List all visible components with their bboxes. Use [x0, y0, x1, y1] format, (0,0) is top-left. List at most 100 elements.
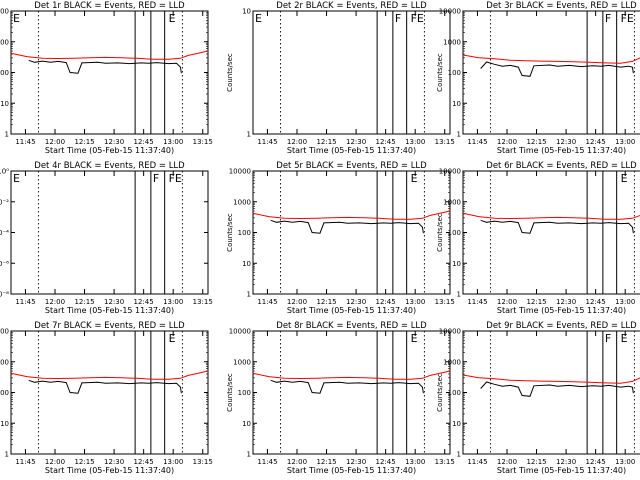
x-tick-label: 11:45: [15, 298, 35, 306]
x-tick-label: 12:45: [134, 298, 154, 306]
plot-frame: [252, 330, 451, 455]
x-tick-label: 11:45: [15, 458, 35, 466]
marker-label-f: F: [605, 12, 611, 25]
y-tick-label: 1000: [233, 198, 251, 206]
x-tick-label: 13:15: [193, 298, 213, 306]
marker-label-e: E: [621, 332, 628, 345]
y-tick-label: 10000: [439, 328, 461, 336]
x-tick-label: 12:00: [45, 458, 65, 466]
x-tick-label: 13:00: [163, 458, 183, 466]
x-tick-label: 12:30: [346, 138, 366, 146]
x-tick-label: 12:00: [497, 458, 517, 466]
x-axis-label: Start Time (05-Feb-15 11:37:40): [45, 466, 174, 475]
y-tick-label: 1: [5, 131, 9, 139]
x-tick-label: 13:00: [163, 298, 183, 306]
x-tick-label: 12:45: [376, 138, 396, 146]
panel-det-2: Det 2r BLACK = Events, RED = LLD 1 10 11:45…: [226, 1, 455, 155]
marker-label-e: E: [169, 332, 176, 345]
panel-det-6: Det 6r BLACK = Events, RED = LLD 1 10 100 10…: [436, 161, 640, 315]
x-tick-label: 12:00: [287, 138, 307, 146]
panel-title: Det 9r BLACK = Events, RED = LLD: [486, 321, 637, 331]
marker-label-fe: FE: [169, 172, 182, 185]
y-tick-label: 1: [457, 451, 461, 459]
series-lld-line: [462, 54, 640, 64]
y-tick-label: 10: [452, 100, 461, 108]
plot-frame: [10, 330, 209, 455]
x-tick-label: 13:15: [435, 458, 455, 466]
panel-title: Det 4r BLACK = Events, RED = LLD: [34, 161, 185, 171]
y-tick-label: 1: [247, 451, 251, 459]
y-tick-label: 1000: [443, 358, 461, 366]
y-tick-label: 10: [0, 420, 9, 428]
plot-frame: [462, 10, 640, 135]
x-tick-label: 12:00: [287, 298, 307, 306]
x-tick-label: 12:00: [45, 298, 65, 306]
y-tick-label: 10⁻⁸: [0, 291, 9, 299]
y-axis-label: Counts/sec: [436, 373, 444, 412]
y-tick-label: 1: [247, 291, 251, 299]
y-tick-label: 100: [238, 389, 251, 397]
y-tick-label: 10: [242, 420, 251, 428]
x-tick-label: 12:15: [526, 138, 546, 146]
y-tick-label: 100: [0, 389, 9, 397]
x-tick-label: 11:45: [467, 138, 487, 146]
x-tick-label: 13:15: [193, 458, 213, 466]
y-tick-label: 1000: [443, 38, 461, 46]
y-tick-label: 100: [238, 229, 251, 237]
plot-frame: [462, 170, 640, 295]
panel-det-4: Det 4r BLACK = Events, RED = LLD 10⁻⁸ 10⁻⁶…: [0, 161, 213, 315]
x-tick-label: 12:30: [104, 138, 124, 146]
x-tick-label: 11:45: [15, 138, 35, 146]
x-tick-label: 11:45: [257, 298, 277, 306]
x-tick-label: 12:30: [346, 298, 366, 306]
x-tick-label: 13:15: [435, 138, 455, 146]
y-axis-label: Counts/sec: [226, 373, 234, 412]
panel-det-1: Det 1r BLACK = Events, RED = LLD 1 10 100 10…: [0, 1, 213, 155]
x-tick-label: 12:45: [376, 458, 396, 466]
panel-det-8: Det 8r BLACK = Events, RED = LLD 1 10 100 10…: [226, 321, 455, 475]
plot-frame: [10, 170, 209, 295]
series-lld-line: [252, 370, 451, 380]
x-tick-label: 12:00: [287, 458, 307, 466]
panel-det-5: Det 5r BLACK = Events, RED = LLD 1 10 100 10…: [226, 161, 455, 315]
plot-frame: [10, 10, 209, 135]
x-axis-label: Start Time (05-Feb-15 11:37:40): [45, 146, 174, 155]
panel-title: Det 5r BLACK = Events, RED = LLD: [276, 161, 427, 171]
panel-title: Det 1r BLACK = Events, RED = LLD: [34, 1, 185, 11]
marker-label-e_left: E: [13, 172, 20, 185]
y-tick-label: 100: [448, 69, 461, 77]
y-tick-label: 10⁻⁶: [0, 260, 9, 268]
x-tick-label: 12:15: [316, 138, 336, 146]
marker-label-e: E: [169, 12, 176, 25]
y-tick-label: 100: [448, 229, 461, 237]
x-tick-label: 12:00: [497, 138, 517, 146]
x-tick-label: 12:45: [376, 298, 396, 306]
x-axis-label: Start Time (05-Feb-15 11:37:40): [497, 466, 626, 475]
y-tick-label: 10: [242, 8, 251, 16]
plot-frame: [252, 10, 451, 135]
panel-title: Det 8r BLACK = Events, RED = LLD: [276, 321, 427, 331]
y-tick-label: 100: [448, 389, 461, 397]
y-tick-label: 10: [452, 260, 461, 268]
x-tick-label: 12:00: [45, 138, 65, 146]
x-tick-label: 12:30: [104, 298, 124, 306]
y-tick-label: 1: [457, 131, 461, 139]
y-axis-label: Counts/sec: [436, 53, 444, 92]
marker-label-e_left: E: [255, 12, 262, 25]
x-tick-label: 13:00: [405, 138, 425, 146]
y-axis-label: Counts/sec: [436, 213, 444, 252]
series-lld-line: [252, 210, 451, 220]
x-tick-label: 11:45: [257, 138, 277, 146]
y-tick-label: 100: [0, 69, 9, 77]
x-tick-label: 12:45: [134, 138, 154, 146]
y-tick-label: 10000: [0, 328, 9, 336]
x-tick-label: 13:00: [615, 298, 635, 306]
plot-frame: [252, 170, 451, 295]
x-tick-label: 13:00: [615, 138, 635, 146]
x-tick-label: 12:30: [556, 458, 576, 466]
y-tick-label: 10000: [439, 8, 461, 16]
panel-title: Det 7r BLACK = Events, RED = LLD: [34, 321, 185, 331]
x-tick-label: 12:15: [316, 298, 336, 306]
x-tick-label: 12:45: [134, 458, 154, 466]
